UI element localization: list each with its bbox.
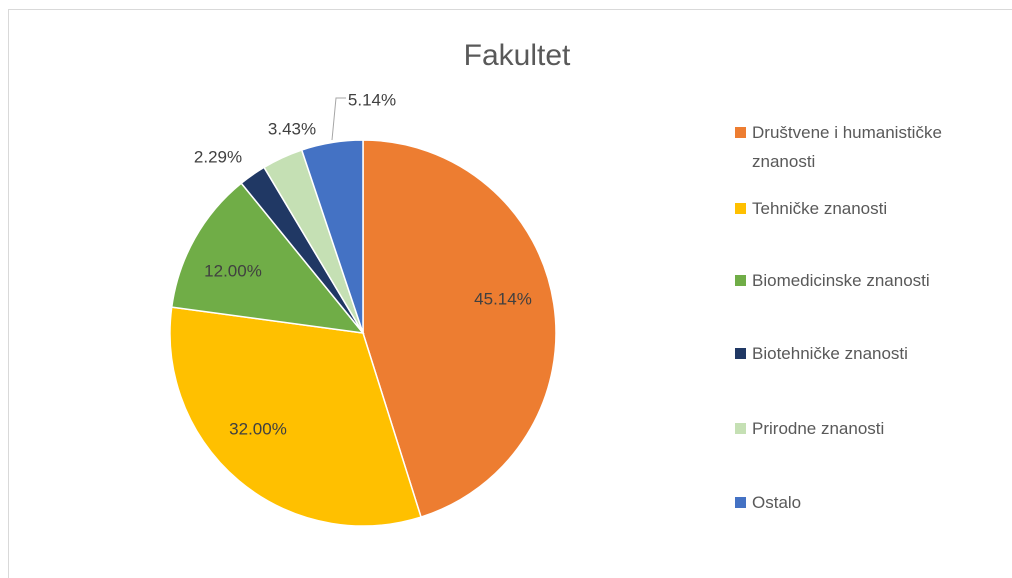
data-label: 2.29% [194, 147, 242, 166]
legend-entry: Prirodne znanosti [735, 414, 1000, 443]
data-label: 3.43% [268, 119, 316, 138]
legend-label: Biotehničke znanosti [752, 344, 908, 363]
pie-slice [300, 139, 364, 334]
legend-label: Biomedicinske znanosti [752, 271, 930, 290]
legend-swatch [735, 203, 746, 214]
data-label: 5.14% [348, 90, 396, 109]
legend-swatch [735, 275, 746, 286]
legend-swatch [735, 423, 746, 434]
data-label: 32.00% [229, 419, 287, 438]
data-label: 12.00% [204, 261, 262, 280]
pie-slice [362, 139, 557, 519]
leader-line [331, 97, 346, 141]
legend-entry: Biomedicinske znanosti [735, 266, 1000, 295]
pie-slice [170, 182, 365, 334]
legend-swatch [735, 348, 746, 359]
legend-label: Tehničke znanosti [752, 199, 888, 218]
legend-entry: Biotehničke znanosti [735, 339, 1000, 368]
chart-border [8, 9, 1012, 578]
pie-slice [169, 306, 422, 527]
legend-entry: Društvene i humanističke znanosti [735, 118, 1000, 176]
data-label: 45.14% [474, 289, 532, 308]
legend-label: Ostalo [752, 493, 802, 512]
legend-swatch [735, 127, 746, 138]
legend-label: Prirodne znanosti [752, 419, 885, 438]
legend-label: Društvene i humanističke znanosti [752, 123, 942, 171]
legend-entry: Ostalo [735, 488, 1000, 517]
chart-title: Fakultet [464, 39, 571, 72]
legend-entry: Tehničke znanosti [735, 194, 1000, 223]
legend-swatch [735, 497, 746, 508]
